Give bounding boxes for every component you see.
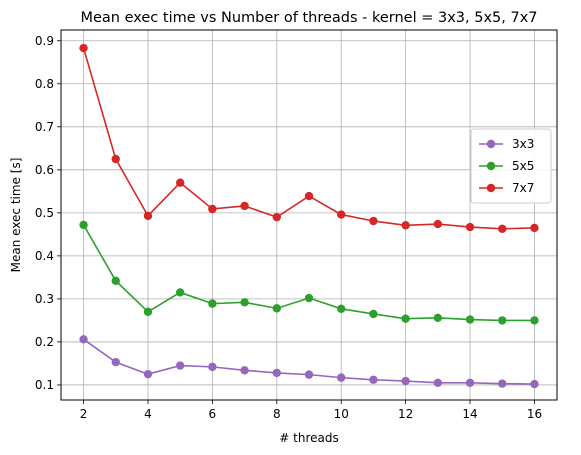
data-point-3x3 xyxy=(111,357,120,367)
chart-title: Mean exec time vs Number of threads - ke… xyxy=(80,10,537,26)
data-point-7x7 xyxy=(530,223,539,233)
data-point-7x7 xyxy=(401,221,410,230)
legend-marker xyxy=(486,161,496,171)
data-point-7x7 xyxy=(465,222,475,232)
y-axis-label: Mean exec time [s] xyxy=(9,158,23,273)
data-point-7x7 xyxy=(272,212,281,222)
data-point-7x7 xyxy=(175,178,185,187)
legend-item-7x7: 7x7 xyxy=(479,181,534,195)
data-point-7x7 xyxy=(433,219,443,229)
data-point-5x5 xyxy=(240,298,249,307)
legend-marker xyxy=(486,183,496,193)
data-point-7x7 xyxy=(240,201,249,211)
data-point-7x7 xyxy=(304,191,314,201)
series-3x3 xyxy=(79,335,539,389)
data-point-7x7 xyxy=(369,216,378,226)
y-tick-label: 0.6 xyxy=(35,163,54,177)
axis-ticks: 2 4 6 8 10 12 14 16 0.1 0.2 0.3 0.4 0.5 0.6 0.7 0.8 0.9 xyxy=(35,34,542,421)
data-point-3x3 xyxy=(401,376,410,386)
data-point-7x7 xyxy=(208,204,217,214)
data-point-3x3 xyxy=(498,379,507,388)
data-point-5x5 xyxy=(304,293,314,303)
y-tick-label: 0.5 xyxy=(35,206,54,220)
data-point-5x5 xyxy=(337,304,346,313)
data-point-3x3 xyxy=(79,335,88,344)
data-point-5x5 xyxy=(433,313,443,323)
data-point-3x3 xyxy=(272,368,281,378)
data-point-7x7 xyxy=(143,211,153,221)
data-point-3x3 xyxy=(175,361,185,370)
series-layer xyxy=(79,43,539,389)
x-tick-label: 6 xyxy=(209,407,217,421)
x-tick-label: 10 xyxy=(334,407,349,421)
y-tick-label: 0.7 xyxy=(35,120,54,134)
x-tick-label: 4 xyxy=(144,407,152,421)
data-point-7x7 xyxy=(498,224,507,233)
data-point-3x3 xyxy=(304,370,314,379)
y-tick-label: 0.9 xyxy=(35,34,54,48)
data-point-3x3 xyxy=(530,379,539,389)
y-tick-label: 0.2 xyxy=(35,335,54,349)
data-point-3x3 xyxy=(240,366,249,375)
legend-label: 7x7 xyxy=(512,181,534,195)
legend-marker xyxy=(486,139,496,149)
x-tick-label: 16 xyxy=(527,407,542,421)
data-point-3x3 xyxy=(208,362,217,372)
x-tick-label: 12 xyxy=(398,407,413,421)
data-point-7x7 xyxy=(337,210,346,219)
x-tick-label: 2 xyxy=(80,407,88,421)
data-point-3x3 xyxy=(143,369,153,379)
y-tick-label: 0.3 xyxy=(35,292,54,306)
data-point-3x3 xyxy=(465,378,475,387)
x-tick-label: 14 xyxy=(462,407,477,421)
data-point-5x5 xyxy=(530,316,539,325)
legend-label: 3x3 xyxy=(512,137,534,151)
legend-item-5x5: 5x5 xyxy=(479,159,534,173)
data-point-3x3 xyxy=(337,373,346,382)
legend-item-3x3: 3x3 xyxy=(479,137,534,151)
y-tick-label: 0.8 xyxy=(35,77,54,91)
data-point-5x5 xyxy=(143,307,153,317)
x-tick-label: 8 xyxy=(273,407,281,421)
data-point-5x5 xyxy=(401,314,410,323)
data-point-5x5 xyxy=(208,299,217,308)
data-point-3x3 xyxy=(369,375,378,384)
data-point-5x5 xyxy=(175,288,185,297)
series-5x5 xyxy=(79,220,539,325)
series-7x7 xyxy=(79,43,539,233)
data-point-5x5 xyxy=(369,309,378,319)
data-point-5x5 xyxy=(498,316,507,325)
data-point-5x5 xyxy=(465,315,475,324)
plot-area xyxy=(61,30,557,400)
plot-frame xyxy=(60,29,558,401)
data-point-5x5 xyxy=(111,276,120,286)
data-point-5x5 xyxy=(272,304,281,313)
legend-label: 5x5 xyxy=(512,159,534,173)
legend: 3x3 5x5 7x7 xyxy=(470,128,552,204)
data-point-5x5 xyxy=(79,220,88,230)
y-tick-label: 0.4 xyxy=(35,249,54,263)
data-point-7x7 xyxy=(79,43,88,53)
data-point-7x7 xyxy=(111,154,120,164)
x-axis-label: # threads xyxy=(279,431,338,445)
data-point-3x3 xyxy=(433,378,443,387)
y-tick-label: 0.1 xyxy=(35,378,54,392)
